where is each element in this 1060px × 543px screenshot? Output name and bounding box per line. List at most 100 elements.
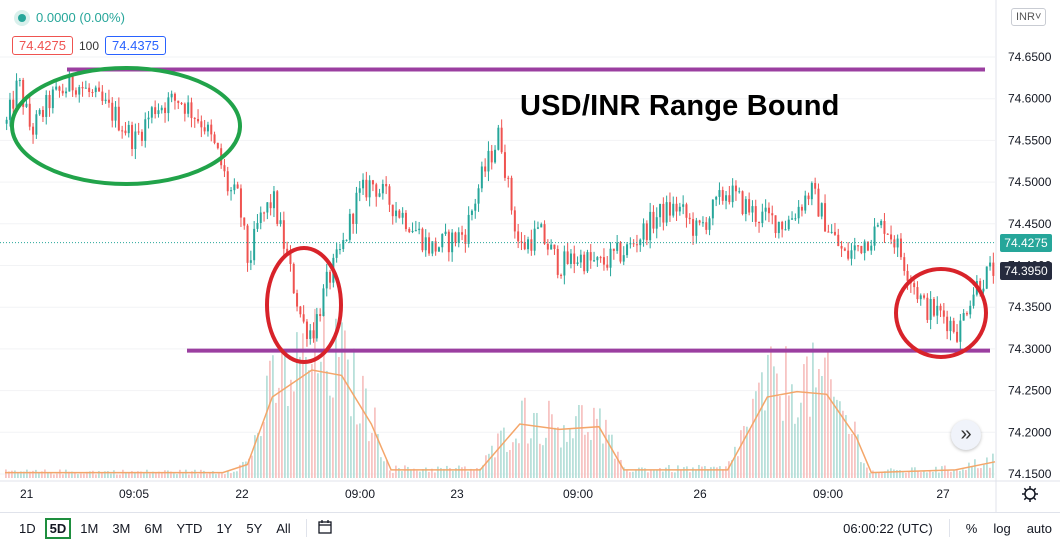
- time-tick-label: 09:05: [119, 487, 149, 501]
- ask-price-button[interactable]: 74.4375: [105, 36, 167, 55]
- volume-bar: [335, 318, 337, 478]
- time-axis[interactable]: 21 09:05 22 09:00 23 09:00 26 09:00 27: [20, 487, 950, 501]
- candle-body: [873, 226, 876, 246]
- time-tick-label: 09:00: [345, 487, 375, 501]
- volume-bar: [392, 472, 394, 478]
- range-button-6m[interactable]: 6M: [144, 520, 163, 536]
- candle-body: [104, 99, 107, 102]
- volume-bar: [983, 464, 985, 478]
- volume-bar: [407, 466, 409, 478]
- candle-body: [781, 221, 784, 230]
- bid-price-button[interactable]: 74.4275: [12, 36, 73, 55]
- volume-bar: [686, 466, 688, 478]
- volume-bar: [776, 373, 778, 478]
- candle-body: [517, 231, 520, 242]
- candle-body: [833, 231, 836, 235]
- candle-body: [121, 130, 124, 132]
- volume-bar: [32, 470, 34, 478]
- candle-body: [388, 186, 391, 205]
- gear-icon[interactable]: [1022, 486, 1038, 502]
- range-button-all[interactable]: All: [276, 520, 291, 536]
- range-button-5d[interactable]: 5D: [44, 517, 72, 539]
- volume-bar: [290, 379, 292, 478]
- candle-body: [18, 79, 21, 81]
- candle-body: [599, 257, 602, 259]
- candle-body: [642, 223, 645, 240]
- volume-bar: [374, 407, 376, 478]
- candle-body: [292, 264, 295, 294]
- range-button-ytd[interactable]: YTD: [176, 520, 203, 536]
- volume-bar: [311, 364, 313, 478]
- volume-bar: [641, 467, 643, 478]
- candle-body: [368, 180, 371, 198]
- candle-body: [55, 86, 58, 90]
- candle-body: [256, 222, 259, 229]
- volume-bar: [113, 470, 115, 478]
- candle-body: [919, 295, 922, 300]
- candle-body: [655, 217, 658, 229]
- candle-body: [510, 177, 513, 211]
- chevron-right-icon[interactable]: »: [951, 420, 981, 450]
- market-status-icon: [18, 13, 26, 22]
- range-button-5y[interactable]: 5Y: [246, 520, 263, 536]
- candle-body: [972, 294, 975, 306]
- volume-bar: [905, 472, 907, 478]
- volume-bar: [647, 472, 649, 478]
- percent-scale-button[interactable]: %: [965, 520, 978, 536]
- candle-body: [513, 210, 516, 232]
- volume-bar: [260, 436, 262, 478]
- volume-bar: [779, 396, 781, 478]
- candle-body: [32, 126, 35, 135]
- price-chart[interactable]: 74.650074.600074.550074.500074.450074.40…: [0, 0, 1060, 512]
- range-button-1d[interactable]: 1D: [19, 520, 36, 536]
- candle-body: [843, 248, 846, 251]
- volume-bar: [791, 384, 793, 478]
- volume-bar: [584, 434, 586, 478]
- candle-body: [883, 220, 886, 234]
- candle-body: [959, 320, 962, 342]
- candle-body: [352, 213, 355, 224]
- candle-body: [682, 204, 685, 207]
- candle-body: [979, 281, 982, 292]
- volume-bar: [119, 474, 121, 478]
- price-tick-label: 74.3000: [1008, 342, 1052, 356]
- range-button-1y[interactable]: 1Y: [216, 520, 233, 536]
- price-axis[interactable]: 74.650074.600074.550074.500074.450074.40…: [1008, 50, 1052, 481]
- candle-body: [692, 219, 695, 236]
- candle-body: [616, 242, 619, 251]
- volume-bar: [362, 375, 364, 478]
- candle-body: [140, 131, 143, 141]
- candle-body: [982, 288, 985, 292]
- range-button-3m[interactable]: 3M: [112, 520, 131, 536]
- candle-body: [731, 185, 734, 203]
- candle-body: [210, 124, 213, 135]
- candle-body: [94, 87, 97, 93]
- candle-body: [345, 239, 348, 241]
- range-button-1m[interactable]: 1M: [80, 520, 99, 536]
- calendar-icon[interactable]: [317, 519, 333, 538]
- volume-bar: [53, 474, 55, 478]
- candle-body: [484, 166, 487, 172]
- volume-bar: [725, 466, 727, 478]
- candle-body: [992, 262, 995, 276]
- volume-bars: [5, 308, 994, 478]
- volume-bar: [833, 396, 835, 478]
- candle-body: [375, 184, 378, 197]
- candle-body: [579, 254, 582, 263]
- candle-body: [741, 191, 744, 215]
- log-scale-button[interactable]: log: [993, 520, 1011, 536]
- auto-scale-button[interactable]: auto: [1026, 520, 1052, 536]
- currency-select[interactable]: INR˅: [1011, 8, 1047, 26]
- utc-clock[interactable]: 06:00:22 (UTC): [843, 520, 933, 536]
- candle-body: [48, 94, 51, 109]
- volume-bar: [629, 472, 631, 478]
- candle-body: [764, 207, 767, 212]
- volume-bar: [464, 466, 466, 478]
- volume-bar: [200, 469, 202, 478]
- candle-body: [956, 331, 959, 342]
- candle-body: [335, 249, 338, 258]
- volume-bar: [11, 470, 13, 478]
- volume-bar: [827, 350, 829, 478]
- range-high-circle: [10, 66, 242, 186]
- volume-bar: [695, 469, 697, 478]
